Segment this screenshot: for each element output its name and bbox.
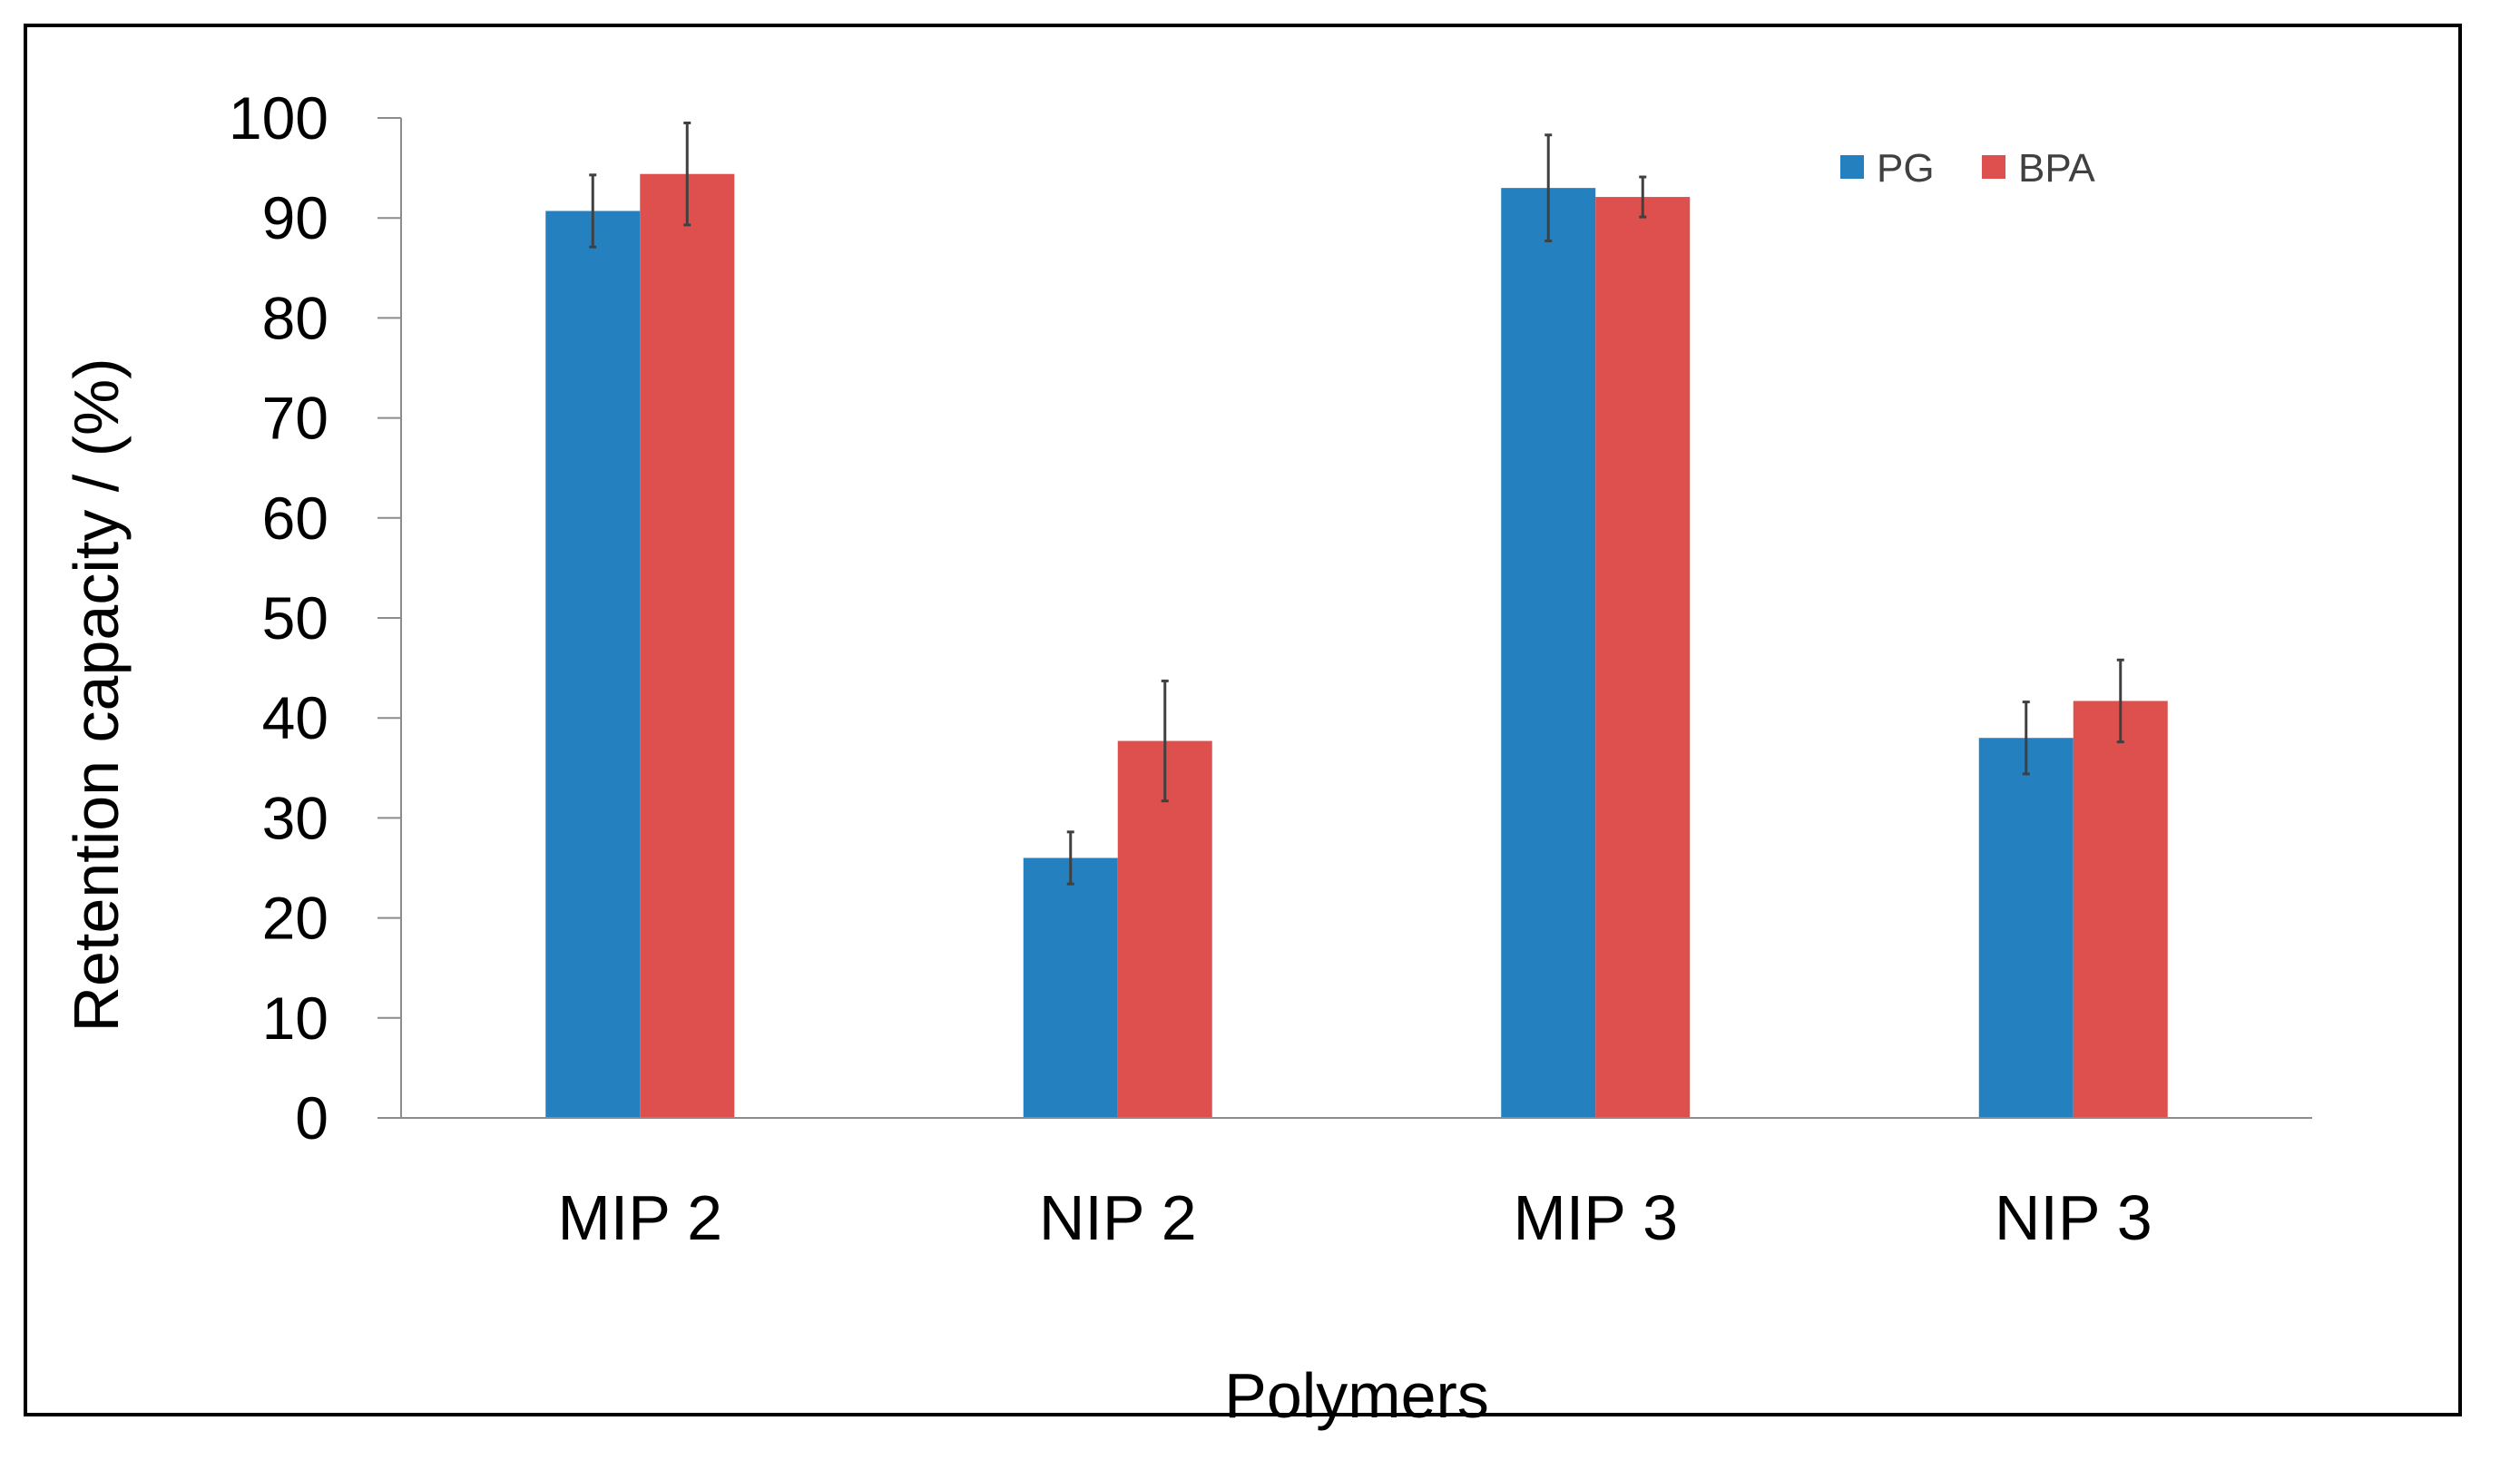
bar-pg-nip-2: [1023, 858, 1118, 1118]
y-tick-label: 0: [295, 1084, 328, 1152]
y-tick-label: 20: [262, 885, 328, 952]
bar-bpa-mip-2: [640, 173, 735, 1118]
bar-pg-nip-3: [1978, 738, 2074, 1118]
y-tick-label: 40: [262, 684, 328, 751]
bar-pg-mip-3: [1501, 188, 1596, 1118]
x-axis-title: Polymers: [1224, 1360, 1489, 1431]
legend-swatch-bpa: [1982, 155, 2005, 179]
legend-label-pg: PG: [1877, 146, 1935, 191]
y-tick-label: 60: [262, 485, 328, 552]
legend-label-bpa: BPA: [2018, 146, 2095, 191]
bar-pg-mip-2: [545, 211, 641, 1119]
y-tick-label: 30: [262, 784, 328, 851]
plot-area: [545, 173, 2168, 1119]
y-tick-label: 50: [262, 584, 328, 652]
y-tick-label: 70: [262, 385, 328, 452]
legend-swatch-pg: [1840, 155, 1864, 179]
y-axis: 0 10 20 30 40 50 60 70 80 90 100: [229, 84, 402, 1152]
y-tick-label: 90: [262, 184, 328, 251]
legend: PG BPA: [1840, 146, 2095, 191]
bar-bpa-mip-3: [1595, 197, 1691, 1119]
x-axis: MIP 2 NIP 2 MIP 3 NIP 3: [401, 1117, 2312, 1253]
chart-frame: [24, 24, 2462, 1416]
y-tick-label: 10: [262, 985, 328, 1052]
y-axis-title: Retention capacity / (%): [61, 358, 132, 1032]
y-tick-label: 100: [229, 84, 328, 152]
bar-bpa-nip-2: [1117, 740, 1212, 1118]
x-category-label: MIP 3: [1513, 1182, 1678, 1253]
error-bars: [589, 122, 2124, 886]
x-category-label: NIP 3: [1995, 1182, 2152, 1253]
bar-bpa-nip-3: [2073, 701, 2168, 1118]
x-category-label: MIP 2: [557, 1182, 722, 1253]
x-category-label: NIP 2: [1039, 1182, 1197, 1253]
y-tick-label: 80: [262, 284, 328, 351]
